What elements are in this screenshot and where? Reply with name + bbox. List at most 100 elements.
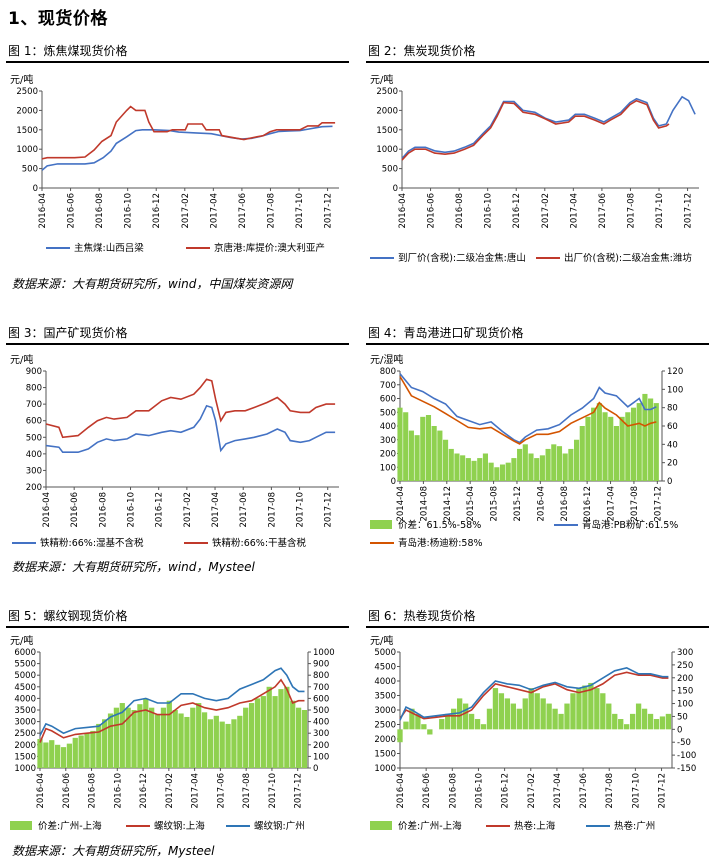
y-tick-label: 2500: [374, 721, 396, 731]
y-tick-label: 0: [391, 477, 396, 487]
chart-title: 图 1：炼焦煤现货价格: [6, 42, 349, 63]
area-bar: [546, 703, 552, 730]
area-bar: [456, 698, 463, 730]
area-bar: [107, 713, 114, 768]
y-tick-label: 800: [26, 384, 42, 394]
x-tick-label: 2015-12: [513, 486, 523, 522]
x-tick-label: 2016-10: [113, 773, 123, 809]
area-bar: [290, 700, 296, 768]
y2-tick-label: 700: [313, 683, 329, 693]
area-bar: [612, 713, 618, 730]
area-bar: [608, 416, 614, 481]
area-bar: [254, 698, 261, 768]
y-tick-label: 5500: [14, 660, 36, 670]
area-bar: [66, 743, 73, 768]
x-tick-label: 2016-10: [474, 773, 484, 809]
area-bar: [397, 407, 403, 481]
x-tick-label: 2014-12: [443, 486, 453, 522]
chart-fig1: 元/吨 0 500 1000 1500 2000 2500 2016-04 2016-06 201…: [10, 73, 339, 254]
y-tick-label: 2500: [16, 87, 38, 97]
legend-label: 京唐港:库提价:澳大利亚产: [214, 242, 325, 254]
area-bar: [480, 724, 487, 730]
x-tick-label: 2016-10: [124, 193, 134, 229]
area-bar: [534, 458, 540, 481]
area-bar: [534, 693, 540, 730]
area-bar: [415, 713, 421, 730]
x-tick-label: 2017-04: [209, 193, 219, 229]
y-tick-label: 3000: [374, 706, 396, 716]
area-bar: [445, 713, 451, 730]
area-bar: [72, 737, 78, 768]
area-bar: [137, 704, 143, 768]
area-bar: [511, 458, 517, 481]
area-bar: [160, 707, 167, 768]
y-tick-label: 4000: [14, 694, 36, 704]
y-tick-label: 500: [22, 165, 38, 175]
y-tick-label: 0: [393, 184, 398, 194]
x-tick-label: 2017-08: [242, 773, 252, 809]
legend-label: 到厂价(含税):二级冶金焦:唐山: [398, 252, 526, 264]
area-bar: [284, 686, 290, 768]
area-bar: [248, 703, 255, 768]
area-bar: [492, 688, 499, 730]
area-bar: [618, 719, 624, 730]
y2-tick-label: -50: [677, 738, 691, 748]
legend-label: 价差:广州-上海: [398, 820, 462, 832]
area-bar: [528, 688, 534, 730]
y2-tick-label: 400: [313, 718, 329, 728]
area-bar: [539, 455, 545, 481]
area-bar: [231, 719, 237, 768]
data-source-3: 数据来源：大有期货研究所，Mysteel: [12, 844, 215, 858]
y-tick-label: 5000: [374, 648, 396, 658]
x-tick-label: 2017-06: [239, 492, 249, 528]
x-tick-label: 2016-08: [95, 193, 105, 229]
area-bar: [602, 412, 608, 481]
y2-tick-label: 40: [667, 440, 678, 450]
area-bar: [49, 740, 55, 768]
chart-panel-fig4: 图 4：青岛港进口矿现货价格 元/湿吨 0 100 200 300 400 500 600 70…: [366, 324, 709, 573]
area-bar: [143, 698, 149, 768]
chart-panel-fig2: 图 2：焦炭现货价格 元/吨 0 500 1000 1500 2000 2500 2016-0…: [366, 42, 709, 273]
x-tick-label: 2017-02: [183, 492, 193, 528]
x-tick-label: 2017-12: [324, 492, 334, 528]
x-tick-label: 2017-04: [553, 773, 563, 809]
legend-label: 铁精粉:66%:湿基不含税: [40, 537, 144, 549]
area-bar: [465, 458, 471, 481]
area-bar: [454, 453, 460, 481]
area-bar: [636, 403, 642, 481]
x-tick-label: 2017-04: [569, 193, 579, 229]
area-bar: [451, 708, 457, 730]
y-tick-label: 300: [380, 436, 396, 446]
y-tick-label: 500: [380, 408, 396, 418]
area-bar: [102, 719, 108, 768]
area-bar: [568, 448, 574, 481]
area-bar: [196, 703, 202, 768]
series-line: [399, 376, 657, 445]
area-bar: [260, 696, 266, 768]
legend-label: 主焦煤:山西吕梁: [74, 242, 144, 254]
area-bar: [460, 455, 466, 481]
y-tick-label: 2000: [14, 741, 36, 751]
y2-tick-label: 300: [313, 729, 329, 739]
x-tick-label: 2016-10: [484, 193, 494, 229]
area-bar: [409, 708, 415, 730]
y-tick-label: 5000: [14, 671, 36, 681]
x-tick-label: 2016-08: [560, 486, 570, 522]
area-bar: [591, 407, 597, 481]
x-tick-label: 2016-04: [36, 773, 46, 809]
y-tick-label: 3500: [374, 692, 396, 702]
x-tick-label: 2016-12: [155, 492, 165, 528]
area-bar: [579, 426, 585, 481]
x-tick-label: 2017-08: [266, 193, 276, 229]
area-bar: [119, 703, 125, 768]
x-tick-label: 2016-06: [67, 193, 77, 229]
series-line: [45, 404, 336, 453]
area-bar: [131, 710, 137, 768]
y2-tick-label: 100: [667, 385, 683, 395]
y-axis-unit: 元/湿吨: [370, 353, 403, 366]
x-tick-label: 2017-04: [211, 492, 221, 528]
area-bar: [545, 448, 551, 481]
chart-title: 图 6：热卷现货价格: [366, 607, 709, 628]
area-bar: [659, 716, 666, 730]
y-tick-label: 1500: [14, 752, 36, 762]
